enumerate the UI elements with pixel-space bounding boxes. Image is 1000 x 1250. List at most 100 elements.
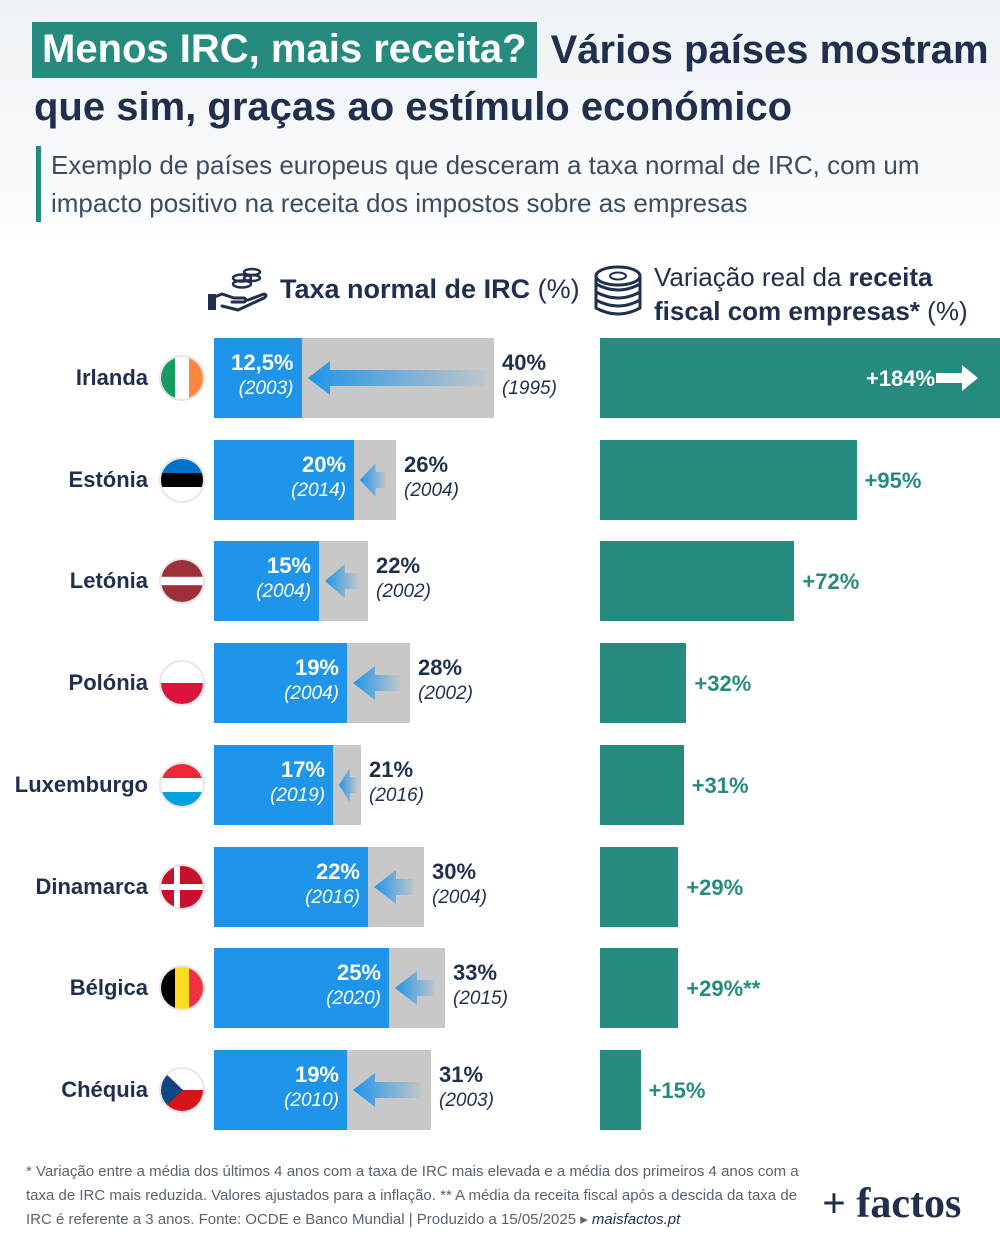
flag-stripe bbox=[161, 458, 203, 474]
arrow-shape bbox=[374, 869, 414, 904]
footnote: * Variação entre a média dos últimos 4 a… bbox=[26, 1163, 799, 1228]
old-rate-label: 30% (2004) bbox=[432, 859, 487, 911]
left-column-header: Taxa normal de IRC (%) bbox=[208, 262, 580, 322]
flag-stripe bbox=[161, 560, 203, 578]
arrow-shape bbox=[360, 462, 386, 497]
arrow-left-icon bbox=[374, 869, 414, 904]
new-rate-bar bbox=[214, 1049, 347, 1130]
new-rate-bar bbox=[214, 846, 368, 927]
new-rate-year: (2020) bbox=[326, 988, 381, 1010]
arrow-shape bbox=[936, 365, 978, 391]
new-rate-label: 19% (2010) bbox=[214, 1062, 339, 1114]
brand-logo: + factos bbox=[822, 1181, 962, 1227]
flag-stripe bbox=[161, 357, 176, 399]
flag-stripe bbox=[189, 357, 203, 399]
old-rate-value: 31% bbox=[439, 1061, 484, 1087]
flag-stripe bbox=[175, 357, 190, 399]
old-rate-year: (2016) bbox=[369, 784, 424, 806]
flag-stripe bbox=[161, 472, 203, 488]
old-rate-value: 33% bbox=[453, 960, 498, 986]
old-rate-year: (2004) bbox=[432, 886, 487, 908]
old-rate-label: 33% (2015) bbox=[453, 960, 508, 1012]
old-rate-year: (2015) bbox=[453, 988, 508, 1010]
flag-stripe bbox=[161, 777, 203, 793]
flag-triangle bbox=[161, 1068, 183, 1111]
new-rate-year: (2010) bbox=[284, 1089, 339, 1111]
flag-estonia bbox=[161, 458, 203, 501]
new-rate-label: 25% (2020) bbox=[214, 960, 381, 1012]
flag-latvia bbox=[161, 560, 203, 603]
arrow-left-icon bbox=[325, 564, 358, 599]
arrow-shape bbox=[339, 767, 357, 802]
old-rate-value: 30% bbox=[432, 858, 477, 884]
arrow-left-icon bbox=[307, 361, 484, 395]
old-rate-year: (2003) bbox=[439, 1089, 494, 1111]
new-rate-bar bbox=[214, 541, 319, 622]
old-rate-label: 22% (2002) bbox=[376, 553, 431, 605]
new-rate-label: 17% (2019) bbox=[214, 757, 325, 809]
country-label: Luxemburgo bbox=[14, 771, 148, 797]
new-rate-value: 17% bbox=[280, 756, 325, 782]
flag-stripe bbox=[161, 577, 203, 587]
old-rate-year: (2002) bbox=[418, 683, 473, 705]
arrow-right-icon bbox=[936, 365, 978, 391]
hand-coins-icon bbox=[208, 267, 268, 312]
arrow-shape bbox=[325, 564, 358, 599]
old-rate-value: 28% bbox=[418, 655, 463, 681]
country-label: Dinamarca bbox=[35, 873, 148, 899]
new-rate-year: (2016) bbox=[305, 886, 360, 908]
flag-stripe bbox=[161, 585, 203, 603]
flag-denmark bbox=[161, 865, 203, 908]
new-rate-bar bbox=[214, 338, 302, 418]
flag-luxembourg bbox=[161, 763, 203, 806]
country-label: Polónia bbox=[68, 670, 148, 696]
revenue-label: +15% bbox=[648, 1077, 706, 1103]
revenue-label: +31% bbox=[691, 772, 749, 798]
arrow-left-icon bbox=[360, 462, 386, 497]
arrow-left-icon bbox=[353, 1072, 421, 1107]
right-column-header: Variação real da receita fiscal com empr… bbox=[592, 258, 992, 328]
new-rate-value: 22% bbox=[315, 858, 360, 884]
revenue-bar bbox=[600, 643, 687, 724]
flag-poland bbox=[161, 662, 203, 705]
revenue-label: +72% bbox=[802, 569, 860, 595]
revenue-label: +29%** bbox=[686, 976, 761, 1002]
revenue-bar bbox=[600, 744, 684, 825]
new-rate-value: 15% bbox=[266, 553, 311, 579]
new-rate-year: (2003) bbox=[238, 378, 294, 399]
country-label: Bélgica bbox=[69, 975, 148, 1001]
flag-stripe bbox=[161, 791, 203, 806]
country-label: Irlanda bbox=[75, 365, 148, 390]
revenue-bar bbox=[600, 338, 1000, 418]
old-rate-label: 26% (2004) bbox=[404, 452, 459, 504]
arrow-left-icon bbox=[353, 666, 400, 701]
flag-stripe bbox=[161, 683, 203, 705]
new-rate-year: (2004) bbox=[284, 683, 339, 705]
revenue-label: +95% bbox=[864, 467, 922, 493]
source-site: maisfactos.pt bbox=[591, 1211, 681, 1228]
revenue-bar bbox=[600, 846, 679, 927]
old-rate-year: (1995) bbox=[502, 378, 557, 399]
new-rate-year: (2019) bbox=[270, 784, 325, 806]
title-line2: que sim, graças ao estímulo económico bbox=[34, 85, 793, 129]
revenue-label: +32% bbox=[694, 671, 752, 697]
old-rate-value: 22% bbox=[376, 553, 421, 579]
flag-stripe bbox=[175, 967, 190, 1010]
arrow-shape bbox=[353, 666, 400, 701]
old-rate-value: 40% bbox=[502, 350, 547, 375]
old-rate-label: 31% (2003) bbox=[439, 1062, 494, 1114]
title-line1: Menos IRC, mais receita? Vários países m… bbox=[32, 22, 989, 78]
new-rate-label: 22% (2016) bbox=[214, 859, 360, 911]
arrow-left-icon bbox=[395, 971, 435, 1006]
old-rate-label: 28% (2002) bbox=[418, 655, 473, 707]
country-label: Estónia bbox=[68, 466, 148, 492]
old-rate-value: 21% bbox=[369, 756, 414, 782]
new-rate-value: 12,5% bbox=[231, 350, 294, 375]
arrow-shape bbox=[395, 971, 435, 1006]
title-highlight: Menos IRC, mais receita? bbox=[32, 22, 537, 78]
flag-stripe bbox=[161, 763, 203, 779]
revenue-bar bbox=[600, 948, 679, 1029]
country-label: Chéquia bbox=[61, 1076, 148, 1102]
flag-stripe bbox=[161, 967, 176, 1010]
